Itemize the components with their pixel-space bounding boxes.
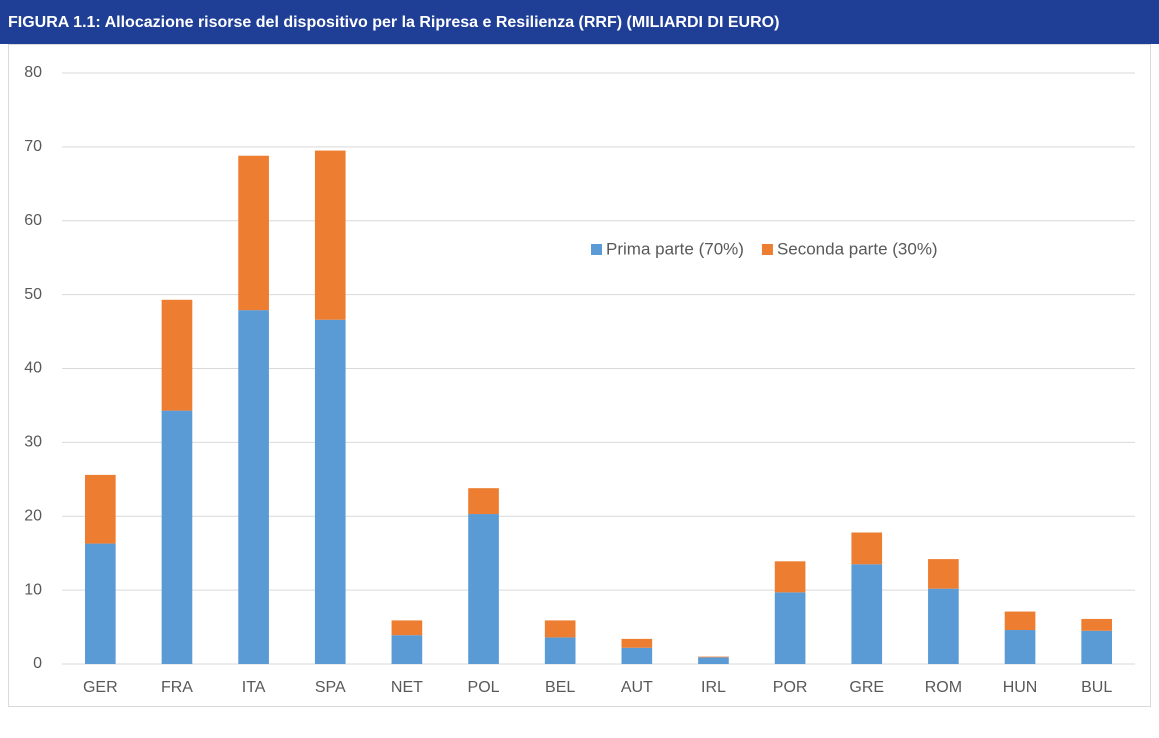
bar-segment — [544, 637, 576, 664]
y-tick-label: 30 — [24, 434, 42, 451]
legend-label: Seconda parte (30%) — [777, 239, 938, 258]
bar-segment — [851, 564, 883, 664]
x-tick-label: GER — [83, 679, 118, 696]
y-tick-label: 70 — [24, 138, 42, 155]
x-tick-label: ROM — [925, 679, 962, 696]
y-tick-label: 60 — [24, 212, 42, 229]
bar-segment — [698, 656, 729, 658]
bar-segment — [391, 620, 423, 636]
x-tick-label: SPA — [315, 679, 346, 696]
title-bar — [0, 0, 1159, 44]
bar-segment — [161, 299, 193, 411]
bar-segment — [468, 514, 499, 664]
bar-segment — [851, 532, 883, 565]
bar-segment — [928, 588, 959, 664]
bar-segment — [391, 635, 423, 664]
bar-segment — [84, 474, 116, 544]
y-tick-label: 10 — [24, 581, 42, 598]
x-tick-label: AUT — [621, 679, 653, 696]
bar-segment — [774, 561, 806, 593]
x-tick-label: HUN — [1003, 679, 1038, 696]
y-tick-label: 50 — [24, 286, 42, 303]
x-tick-label: POL — [468, 679, 500, 696]
bar-segment — [161, 410, 193, 664]
y-tick-label: 80 — [24, 64, 42, 81]
x-tick-label: NET — [391, 679, 423, 696]
bar-segment — [698, 657, 729, 664]
y-tick-label: 20 — [24, 507, 42, 524]
bar-segment — [774, 592, 806, 664]
legend-swatch — [761, 244, 773, 255]
bar-segment — [1004, 630, 1036, 664]
bar-segment — [468, 488, 499, 515]
bar-segment — [621, 647, 653, 664]
x-tick-label: IRL — [701, 679, 726, 696]
x-tick-label: POR — [773, 679, 808, 696]
y-tick-label: 40 — [24, 360, 42, 377]
bar-segment — [314, 319, 346, 664]
bar-segment — [928, 559, 959, 589]
bar-segment — [1081, 618, 1113, 631]
chart-title: FIGURA 1.1: Allocazione risorse del disp… — [8, 14, 779, 31]
bar-segment — [621, 638, 653, 648]
chart-frame — [8, 44, 1151, 707]
bar-segment — [1081, 630, 1113, 664]
x-tick-label: BUL — [1081, 679, 1112, 696]
bar-segment — [238, 155, 269, 311]
x-tick-label: ITA — [242, 679, 266, 696]
legend-swatch — [591, 244, 602, 255]
legend-label: Prima parte (70%) — [606, 239, 744, 258]
x-tick-label: GRE — [849, 679, 884, 696]
x-tick-label: FRA — [161, 679, 193, 696]
bar-segment — [84, 543, 116, 664]
bar-segment — [314, 150, 346, 320]
x-tick-label: BEL — [545, 679, 575, 696]
bar-segment — [1004, 611, 1036, 631]
bar-segment — [544, 620, 576, 638]
bar-segment — [238, 310, 269, 664]
y-tick-label: 0 — [33, 655, 42, 672]
